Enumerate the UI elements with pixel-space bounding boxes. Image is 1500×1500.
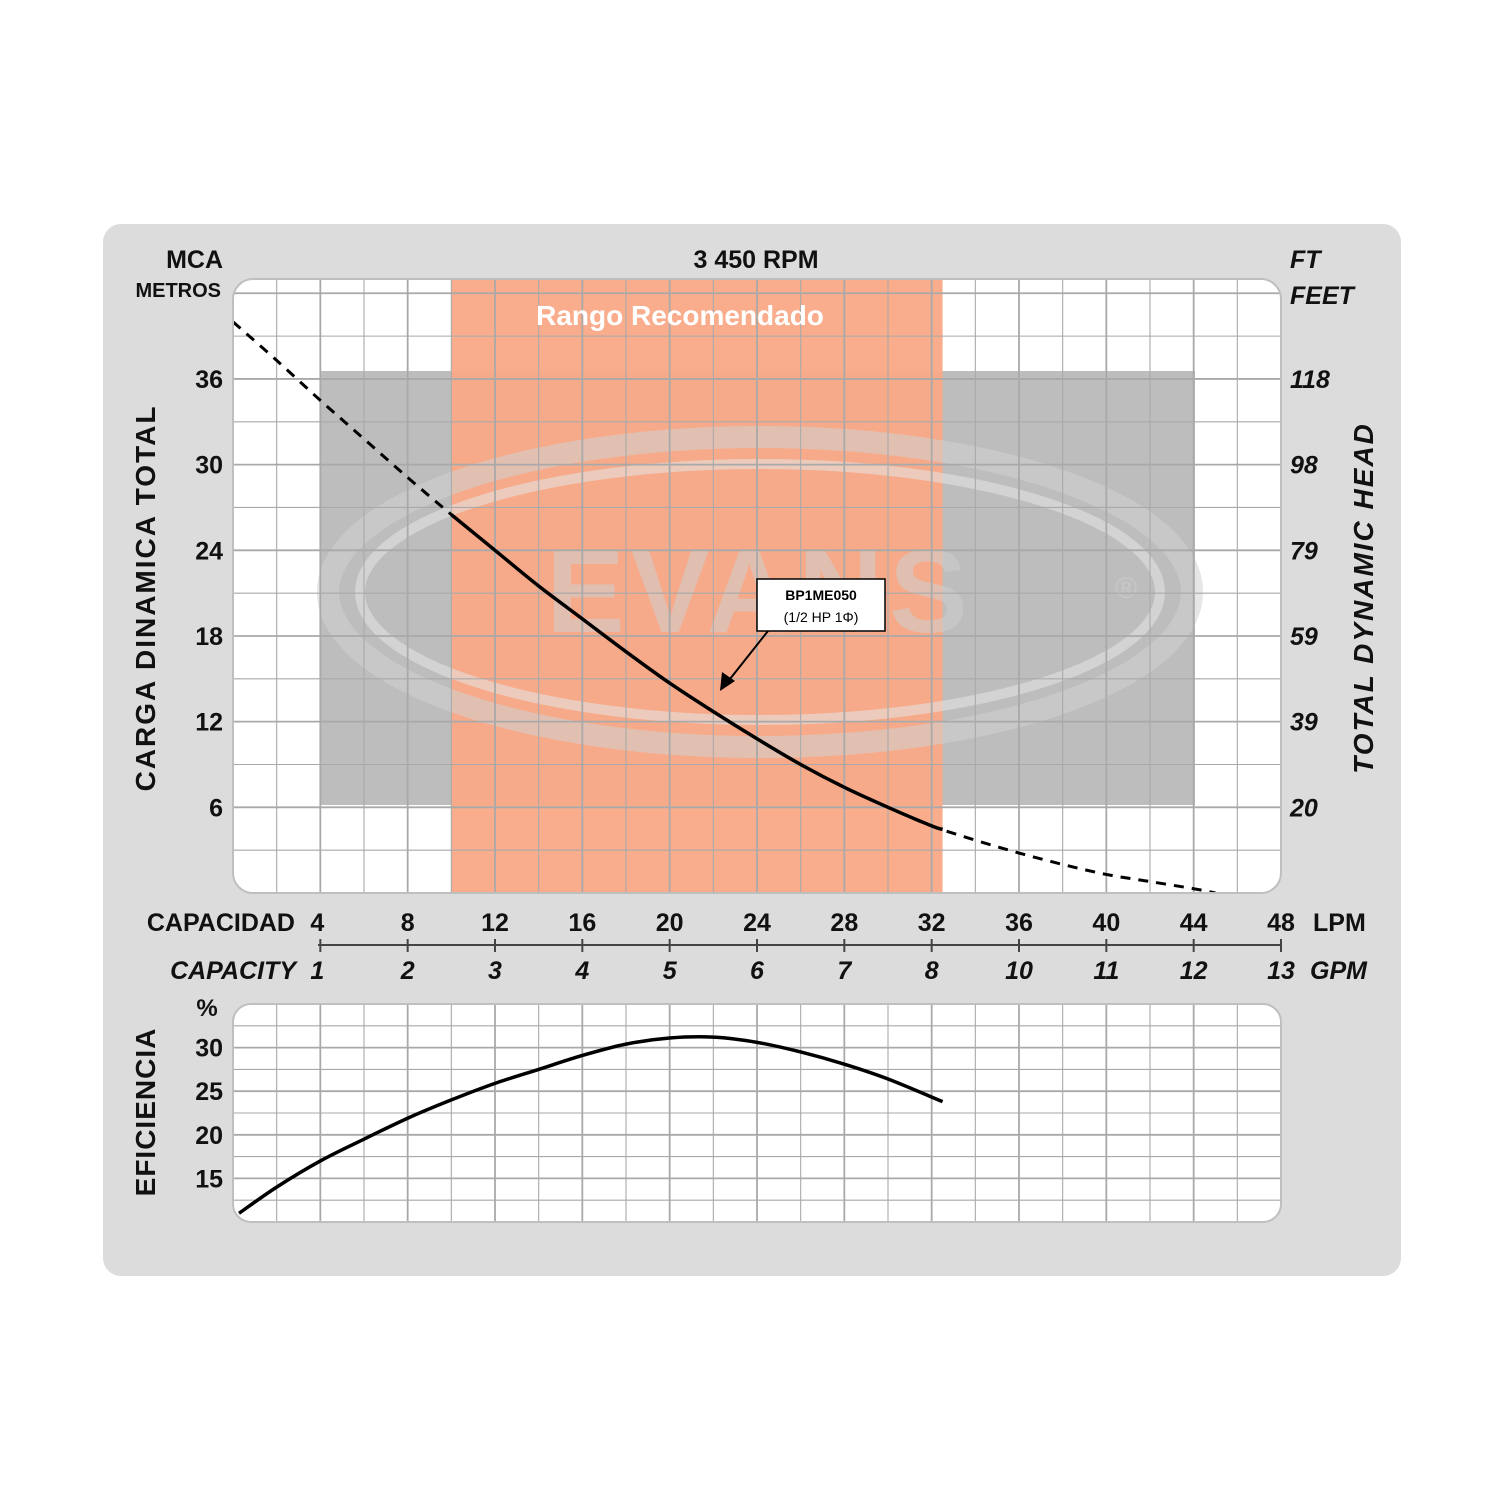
recommended-range-label: Rango Recomendado bbox=[536, 300, 824, 331]
x-axis-title-gpm: CAPACITY bbox=[170, 957, 298, 985]
left-tick-label: 30 bbox=[195, 452, 223, 480]
watermark-outer-ellipse bbox=[317, 426, 1203, 758]
left-tick-label: 6 bbox=[209, 794, 223, 822]
right-unit: FT bbox=[1290, 246, 1323, 274]
efficiency-tick-labels: 30 25 20 15 bbox=[195, 1035, 223, 1194]
lpm-tick-label: 28 bbox=[830, 909, 858, 937]
head-curve-solid bbox=[450, 513, 944, 832]
right-tick-label: 79 bbox=[1290, 537, 1318, 565]
left-tick-label: 12 bbox=[195, 709, 223, 737]
lpm-tick-label: 48 bbox=[1267, 909, 1295, 937]
gpm-tick-label: 5 bbox=[663, 957, 678, 985]
efficiency-tick-label: 15 bbox=[195, 1165, 223, 1193]
right-tick-label: 20 bbox=[1289, 794, 1318, 822]
gpm-tick-label: 4 bbox=[574, 957, 589, 985]
right-tick-label: 39 bbox=[1290, 709, 1318, 737]
gpm-tick-label: 11 bbox=[1093, 957, 1119, 985]
capacity-ticks: 4 1 8 2 12 3 16 4 20 5 24 6 28 7 32 8 36 10 40 11 44 12 48 13 bbox=[310, 909, 1295, 985]
lpm-tick-label: 44 bbox=[1180, 909, 1208, 937]
efficiency-tick-label: 30 bbox=[195, 1035, 223, 1063]
gpm-tick-label: 12 bbox=[1180, 957, 1208, 985]
left-tick-label: 24 bbox=[195, 537, 223, 565]
lpm-tick-label: 24 bbox=[743, 909, 771, 937]
lpm-tick-label: 32 bbox=[918, 909, 946, 937]
model-label: BP1ME050 bbox=[785, 587, 857, 603]
lpm-tick-label: 4 bbox=[310, 909, 324, 937]
gpm-tick-label: 13 bbox=[1267, 957, 1295, 985]
model-spec: (1/2 HP 1Φ) bbox=[784, 609, 859, 625]
gpm-tick-label: 1 bbox=[310, 957, 324, 985]
left-unit-sub: METROS bbox=[135, 280, 221, 302]
right-unit-sub: FEET bbox=[1290, 282, 1357, 310]
gpm-tick-label: 10 bbox=[1005, 957, 1033, 985]
left-axis-title: CARGA DINAMICA TOTAL bbox=[130, 405, 161, 792]
callout-arrow-head bbox=[720, 672, 735, 691]
left-tick-label: 18 bbox=[195, 623, 223, 651]
lpm-tick-label: 16 bbox=[568, 909, 596, 937]
gpm-tick-label: 7 bbox=[837, 957, 852, 985]
gpm-tick-label: 3 bbox=[488, 957, 502, 985]
left-tick-labels: 36 30 24 18 12 6 bbox=[195, 366, 223, 822]
efficiency-unit: % bbox=[196, 995, 217, 1022]
lpm-tick-label: 40 bbox=[1092, 909, 1120, 937]
right-tick-label: 118 bbox=[1290, 366, 1330, 394]
gpm-tick-label: 2 bbox=[400, 957, 415, 985]
right-tick-label: 59 bbox=[1290, 623, 1318, 651]
watermark-registered: ® bbox=[1115, 572, 1137, 605]
efficiency-plot-border bbox=[232, 1003, 1282, 1223]
efficiency-curve bbox=[238, 1035, 944, 1215]
right-axis-title: TOTAL DYNAMIC HEAD bbox=[1348, 422, 1379, 774]
lpm-tick-label: 36 bbox=[1005, 909, 1033, 937]
right-tick-label: 98 bbox=[1290, 452, 1318, 480]
callout-arrow-line bbox=[725, 630, 769, 685]
gpm-tick-label: 6 bbox=[750, 957, 765, 985]
efficiency-tick-label: 25 bbox=[195, 1078, 223, 1106]
gpm-tick-label: 8 bbox=[925, 957, 939, 985]
efficiency-tick-label: 20 bbox=[195, 1122, 223, 1150]
left-unit: MCA bbox=[166, 246, 223, 274]
efficiency-axis-title: EFICIENCIA bbox=[130, 1028, 161, 1197]
x-unit-lpm: LPM bbox=[1313, 909, 1366, 937]
right-tick-labels: 118 98 79 59 39 20 bbox=[1289, 366, 1330, 822]
lpm-tick-label: 20 bbox=[656, 909, 684, 937]
left-tick-label: 36 bbox=[195, 366, 223, 394]
x-unit-gpm: GPM bbox=[1310, 957, 1368, 985]
head-plot-border bbox=[232, 278, 1282, 894]
rpm-title: 3 450 RPM bbox=[693, 246, 818, 274]
model-callout-box bbox=[756, 578, 886, 632]
x-axis-title-lpm: CAPACIDAD bbox=[147, 909, 295, 937]
lpm-tick-label: 8 bbox=[401, 909, 415, 937]
lpm-tick-label: 12 bbox=[481, 909, 509, 937]
efficiency-grid bbox=[233, 1004, 1281, 1222]
